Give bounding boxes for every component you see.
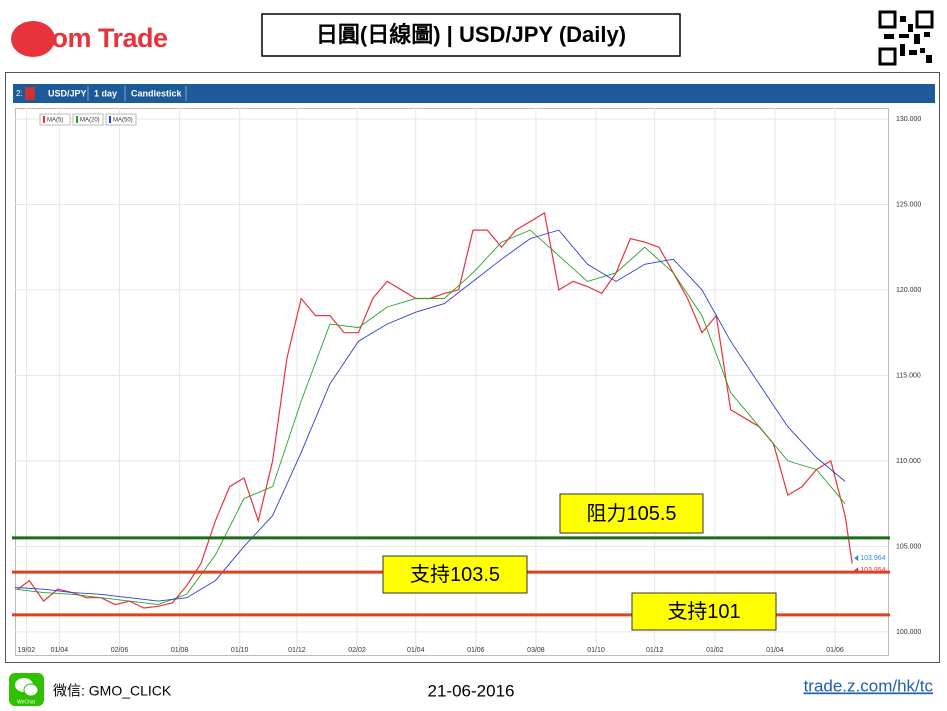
level-box <box>559 493 704 534</box>
level-box <box>631 592 777 631</box>
interval[interactable]: 1 day <box>94 88 117 98</box>
y-tick-label: 120.000 <box>896 287 921 294</box>
x-tick-label: 01/04 <box>407 647 425 654</box>
price-marker <box>854 555 859 562</box>
price-label: 103.964 <box>860 555 885 562</box>
x-tick-label: 03/08 <box>527 647 545 654</box>
legend-label: MA(20) <box>80 118 100 124</box>
x-tick-label: 01/04 <box>766 647 784 654</box>
link[interactable]: trade.z.com/hk/tc <box>804 676 934 695</box>
legend-label: MA(5) <box>47 118 63 124</box>
wechat-bubble <box>23 683 39 697</box>
legend-box <box>105 113 137 126</box>
x-tick-label: 19/02 <box>18 647 36 654</box>
y-tick-label: 130.000 <box>896 116 921 123</box>
x-tick-label: 01/02 <box>706 647 724 654</box>
x-tick-label: 01/04 <box>51 647 69 654</box>
wechat-id: 微信: GMO_CLICK <box>53 683 172 699</box>
level-label: 阻力105.5 <box>586 502 676 525</box>
logo: Z.com Trade <box>14 23 168 53</box>
legend-swatch <box>109 116 111 123</box>
x-tick-label: 01/12 <box>288 647 306 654</box>
x-tick-label: 01/12 <box>646 647 664 654</box>
x-tick-label: 01/10 <box>231 647 249 654</box>
wechat-icon-label: WeChat <box>17 699 36 705</box>
y-tick-label: 110.000 <box>896 458 921 465</box>
x-tick-label: 02/06 <box>111 647 129 654</box>
title-box <box>261 13 681 57</box>
flag <box>25 87 35 100</box>
level-label: 支持103.5 <box>410 563 500 586</box>
y-tick-label: 125.000 <box>896 201 921 208</box>
price-marker <box>854 567 859 574</box>
symbol[interactable]: USD/JPY <box>48 88 87 98</box>
legend-swatch <box>43 116 45 123</box>
series-line <box>14 229 846 602</box>
x-tick-label: 01/06 <box>467 647 485 654</box>
x-tick-label: 01/06 <box>826 647 844 654</box>
qr-code <box>878 10 934 66</box>
level-box <box>382 555 528 594</box>
logo-mark <box>11 21 55 57</box>
series-line <box>14 229 846 606</box>
x-tick-label: 02/02 <box>348 647 366 654</box>
plot: 100.000 105.000 110.000 115.000 120.000 125.0… <box>12 108 921 655</box>
date: 21-06-2016 <box>428 681 515 700</box>
series-line <box>17 212 853 609</box>
title: 日圓(日線圖) | USD/JPY (Daily) <box>316 22 626 47</box>
price-label: 103.954 <box>860 567 885 574</box>
pane-id: 2: <box>16 89 23 98</box>
chart-style[interactable]: Candlestick <box>131 88 183 98</box>
y-tick-label: 100.000 <box>896 629 921 636</box>
y-tick-label: 115.000 <box>896 372 921 379</box>
x-tick-label: 01/08 <box>171 647 189 654</box>
legend-box <box>39 113 71 126</box>
x-tick-label: 01/10 <box>587 647 605 654</box>
y-tick-label: 105.000 <box>896 543 921 550</box>
toolbar <box>13 84 935 103</box>
legend-label: MA(50) <box>113 118 133 124</box>
level-label: 支持101 <box>667 600 740 623</box>
legend-box <box>72 113 104 126</box>
legend-swatch <box>76 116 78 123</box>
